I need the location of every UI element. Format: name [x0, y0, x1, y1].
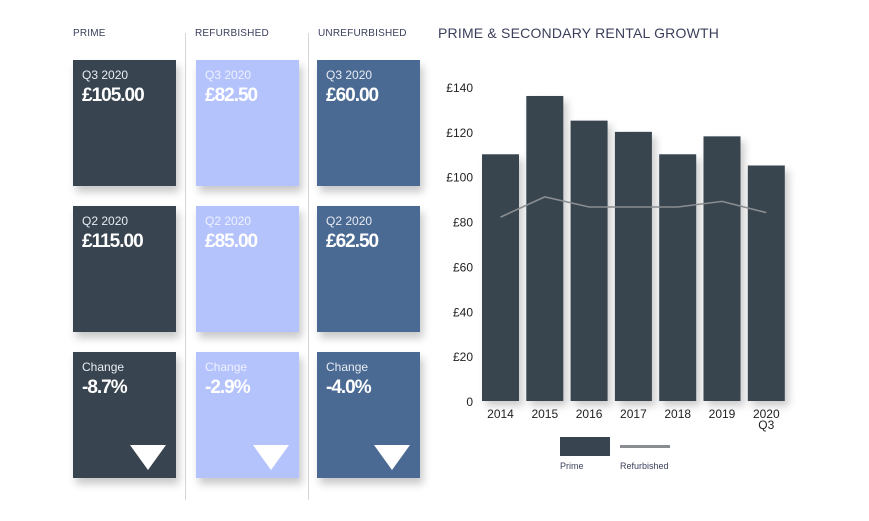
stat-card: Q2 2020 £62.50 — [317, 206, 420, 332]
card-label: Q3 2020 — [205, 68, 252, 82]
x-tick-label: 2015 — [531, 407, 558, 421]
y-tick-label: £140 — [446, 81, 473, 95]
stat-card: Change -4.0% — [317, 352, 420, 478]
bar-prime — [570, 120, 608, 402]
bar-prime — [703, 136, 741, 402]
card-value: £105.00 — [82, 85, 145, 106]
legend-label-refurbished: Refurbished — [620, 461, 669, 471]
legend-label-prime: Prime — [560, 461, 584, 471]
stat-card: Q3 2020 £105.00 — [73, 60, 176, 186]
legend-swatch-refurbished — [620, 445, 670, 448]
bar-prime — [659, 154, 697, 401]
card-value: £115.00 — [82, 231, 144, 252]
y-tick-label: £40 — [453, 305, 473, 319]
x-tick-label: 2017 — [620, 407, 647, 421]
x-tick-label: 2014 — [487, 407, 514, 421]
x-tick-label: 2020 — [753, 407, 780, 421]
card-value: £60.00 — [326, 85, 379, 106]
stat-card: Change -2.9% — [196, 352, 299, 478]
y-tick-label: £20 — [453, 350, 473, 364]
x-tick-label: 2016 — [576, 407, 603, 421]
stat-card: Q3 2020 £82.50 — [196, 60, 299, 186]
card-value: -8.7% — [82, 377, 128, 398]
column-divider — [308, 33, 309, 500]
line-refurbished — [500, 196, 767, 218]
x-tick-label: 2019 — [709, 407, 736, 421]
x-tick-label: 2018 — [664, 407, 691, 421]
card-value: -2.9% — [205, 377, 251, 398]
y-tick-label: £80 — [453, 216, 473, 230]
card-value: £62.50 — [326, 231, 379, 252]
y-tick-label: £60 — [453, 260, 473, 274]
card-label: Change — [205, 360, 248, 374]
stat-card: Change -8.7% — [73, 352, 176, 478]
column-heading: PRIME — [73, 28, 106, 39]
x-tick-label: Q3 — [758, 418, 774, 432]
bar-prime — [482, 154, 519, 401]
y-tick-label: £100 — [446, 171, 473, 185]
stat-card: Q2 2020 £85.00 — [196, 206, 299, 332]
card-label: Q3 2020 — [82, 68, 129, 82]
stat-card: Q3 2020 £60.00 — [317, 60, 420, 186]
card-value: £85.00 — [205, 231, 258, 252]
y-tick-label: £120 — [446, 126, 473, 140]
triangle-down-icon — [130, 445, 166, 470]
triangle-down-icon — [374, 445, 410, 470]
legend-swatch-prime — [560, 437, 610, 456]
stat-card: Q2 2020 £115.00 — [73, 206, 176, 332]
card-value: £82.50 — [205, 85, 258, 106]
column-heading: REFURBISHED — [195, 28, 269, 39]
y-tick-label: 0 — [466, 395, 473, 409]
column-divider — [185, 33, 186, 500]
bar-prime — [614, 131, 652, 401]
card-label: Q2 2020 — [205, 214, 252, 228]
chart-title: PRIME & SECONDARY RENTAL GROWTH — [438, 25, 720, 41]
card-label: Change — [326, 360, 369, 374]
card-label: Change — [82, 360, 125, 374]
bar-prime — [526, 95, 564, 401]
card-label: Q3 2020 — [326, 68, 373, 82]
card-label: Q2 2020 — [82, 214, 129, 228]
card-label: Q2 2020 — [326, 214, 373, 228]
bar-prime — [747, 165, 785, 401]
triangle-down-icon — [253, 445, 289, 470]
card-value: -4.0% — [326, 377, 372, 398]
column-heading: UNREFURBISHED — [318, 28, 407, 39]
